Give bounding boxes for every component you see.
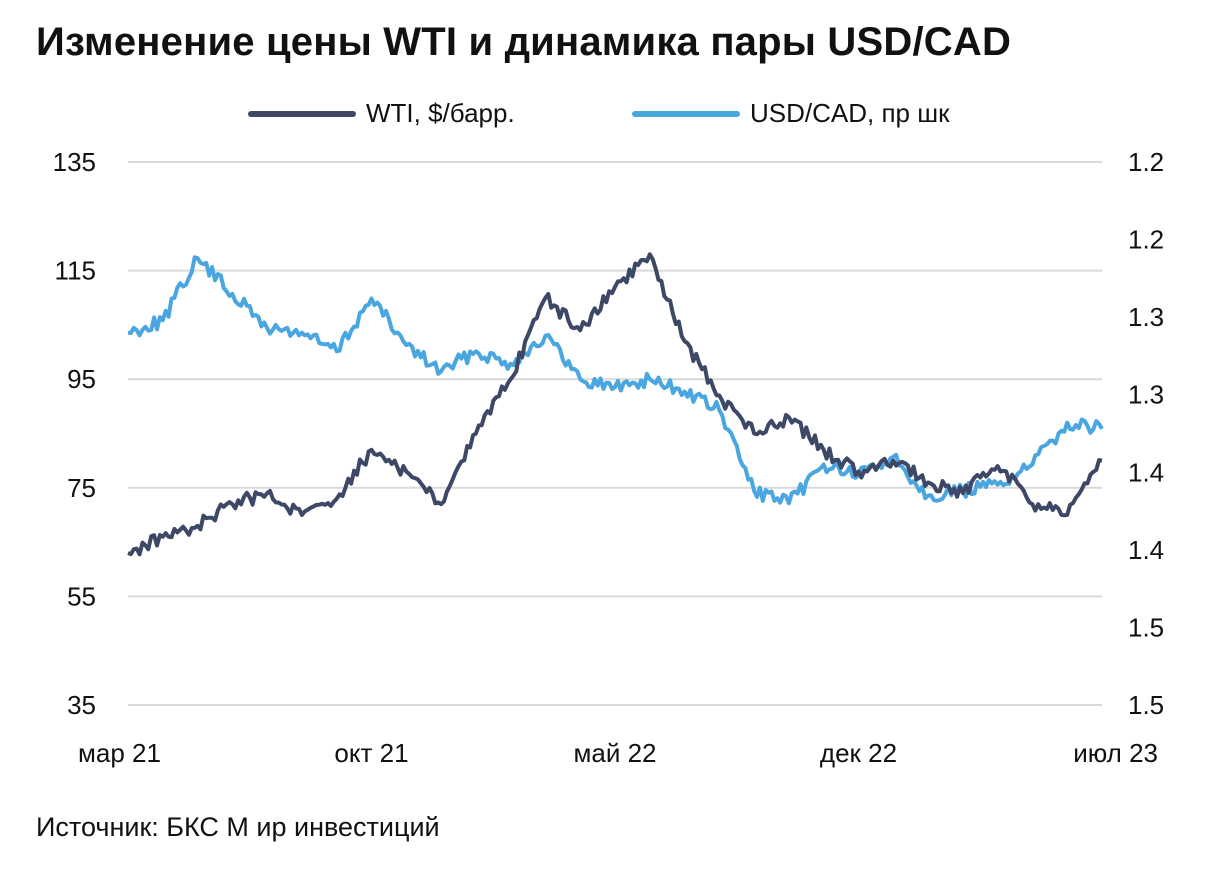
y-right-tick-label: 1.2 (1128, 225, 1164, 255)
x-tick-label: дек 22 (820, 738, 897, 768)
x-tick-label: окт 21 (334, 738, 408, 768)
y-left-tick-label: 75 (67, 473, 96, 503)
legend: WTI, $/барр. USD/CAD, пр шк (0, 98, 1205, 138)
legend-label-usdcad: USD/CAD, пр шк (750, 98, 950, 128)
y-right-tick-label: 1.5 (1128, 690, 1164, 720)
source-note: Источник: БКС М ир инвестиций (36, 812, 440, 842)
y-right-tick-label: 1.3 (1128, 380, 1164, 410)
y-left-tick-label: 35 (67, 690, 96, 720)
legend-label-wti: WTI, $/барр. (366, 98, 515, 128)
y-right-tick-label: 1.3 (1128, 302, 1164, 332)
y-right-tick-label: 1.4 (1128, 535, 1164, 565)
x-tick-label: мар 21 (78, 738, 161, 768)
x-tick-label: июл 23 (1073, 738, 1158, 768)
y-right-tick-label: 1.2 (1128, 147, 1164, 177)
legend-item-wti: WTI, $/барр. (248, 98, 515, 129)
y-left-tick-label: 55 (67, 581, 96, 611)
x-tick-label: май 22 (573, 738, 656, 768)
series-line-wti (127, 252, 1103, 557)
legend-item-usdcad: USD/CAD, пр шк (632, 98, 949, 129)
y-left-tick-label: 95 (67, 364, 96, 394)
legend-swatch-wti (248, 110, 356, 117)
legend-swatch-usdcad (632, 110, 740, 117)
y-right-tick-label: 1.5 (1128, 612, 1164, 642)
y-left-tick-label: 115 (55, 256, 96, 286)
y-right-tick-label: 1.4 (1128, 457, 1164, 487)
series-line-usdcad (127, 255, 1104, 506)
chart-title: Изменение цены WTI и динамика пары USD/C… (36, 20, 1012, 64)
y-left-tick-label: 135 (53, 147, 96, 177)
